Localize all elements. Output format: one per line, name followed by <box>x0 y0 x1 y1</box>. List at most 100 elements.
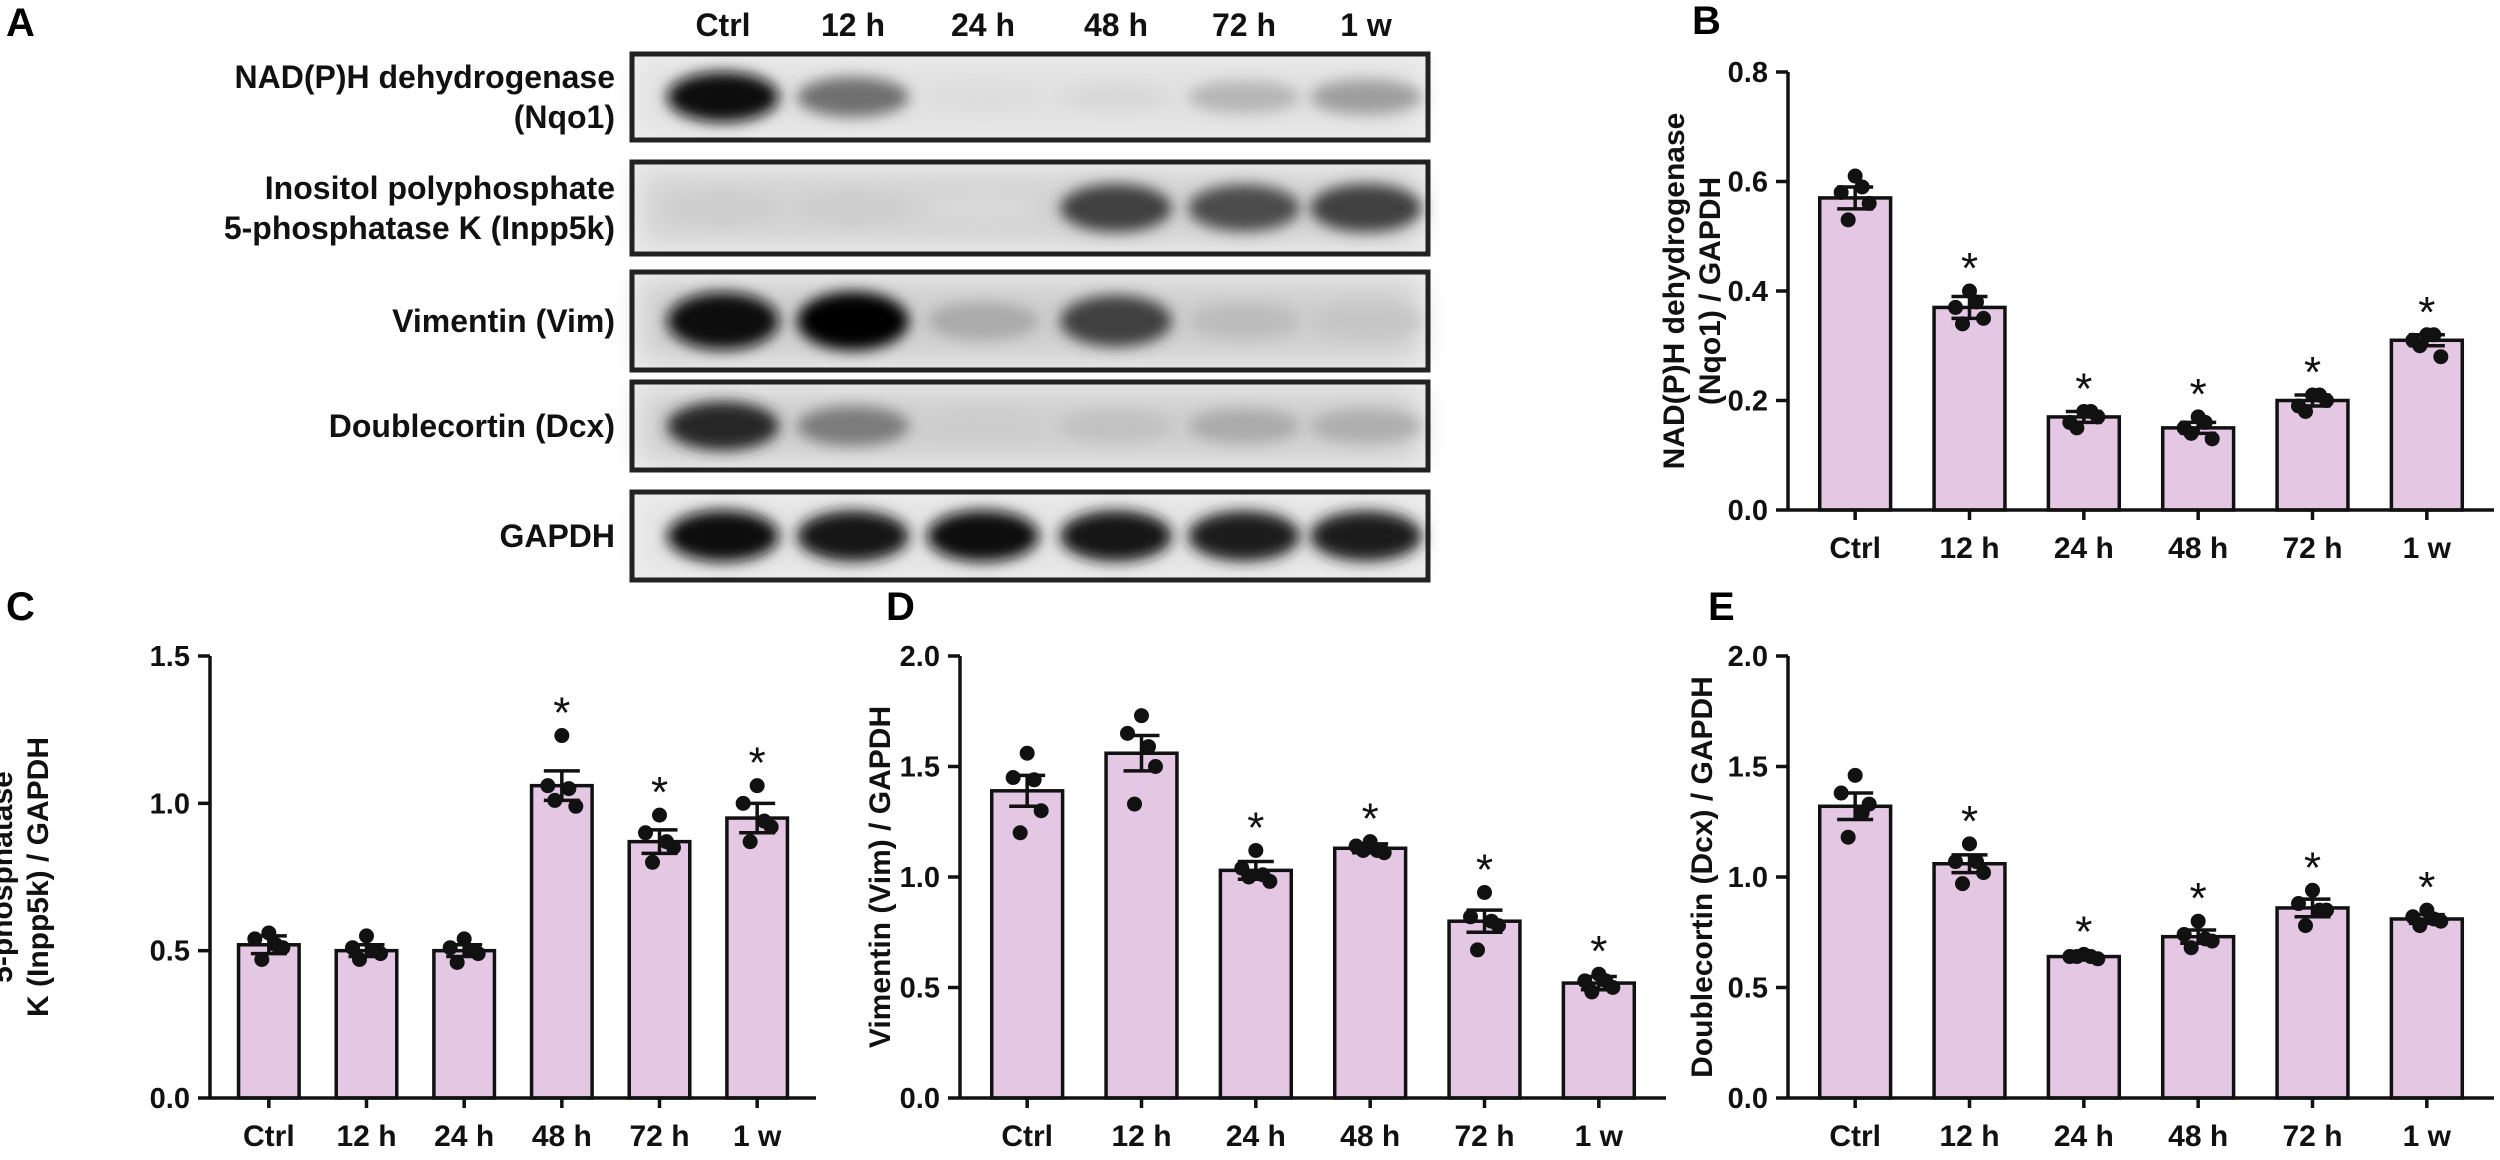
data-point <box>1833 184 1849 200</box>
y-axis-title: Doublecortin (Dcx) / GAPDH <box>1686 676 1719 1078</box>
y-tick-label: 1.0 <box>1728 862 1768 894</box>
data-point <box>268 937 284 953</box>
significance-mark: * <box>2418 288 2435 337</box>
chart-panel-c: C * * * 0.0 0.5 1.0 1.5 Ctrl 12 h 24 h 48 h 72 h 1 w I… <box>0 585 816 1153</box>
y-tick-label: 0.0 <box>900 1083 940 1115</box>
bar <box>1932 861 2007 1100</box>
protein-label: 5-phosphatase K (Inpp5k) <box>224 210 615 246</box>
blot-band <box>797 291 909 351</box>
y-axis-title-line: (Nqo1) / GAPDH <box>1694 177 1727 405</box>
bar <box>1332 846 1408 1100</box>
data-point <box>2197 414 2213 430</box>
data-point <box>2298 918 2313 934</box>
x-category-label: 72 h <box>629 1120 689 1153</box>
data-point <box>1120 725 1135 741</box>
x-category-label: 24 h <box>2054 1120 2114 1153</box>
x-category-label: Ctrl <box>1001 1120 1053 1153</box>
y-axis-title: NAD(P)H dehydrogenase (Nqo1) / GAPDH <box>1658 113 1727 470</box>
data-point <box>1255 867 1271 883</box>
x-category-label: 1 w <box>1575 1120 1624 1153</box>
bar <box>1817 804 1893 1100</box>
chart-panel-d: D * * * * 0.0 0.5 1.0 1.5 2.0 Ctrl 12 h 24 h 48 h 72 h… <box>864 585 1666 1153</box>
blot-band <box>927 192 1039 224</box>
blot-band <box>927 410 1039 442</box>
blot-lane-label: 24 h <box>951 7 1015 43</box>
blot-band <box>1060 183 1172 233</box>
panel-letter: D <box>886 585 915 629</box>
data-point <box>1005 770 1021 786</box>
blot-band <box>797 406 909 446</box>
chart-panel-b: B * * * * * 0.0 0.2 0.4 0.6 0.8 Ctrl 12 h 24 h 48 h 72 … <box>1658 0 2494 565</box>
data-point <box>540 778 556 794</box>
data-point <box>1127 796 1142 812</box>
bar <box>627 839 692 1100</box>
data-point <box>735 795 751 811</box>
data-point <box>1976 310 1991 326</box>
y-tick-label: 1.0 <box>900 862 940 894</box>
bar <box>334 948 399 1100</box>
significance-mark: * <box>553 689 570 738</box>
data-point <box>1833 785 1849 801</box>
blot-lane-label: 1 w <box>1340 7 1392 43</box>
bar <box>529 783 594 1100</box>
blot-row: NAD(P)H dehydrogenase (Nqo1) <box>235 51 1431 143</box>
data-point <box>2083 949 2099 965</box>
x-category-label: 1 w <box>2403 1120 2452 1153</box>
data-point <box>1584 984 1600 1000</box>
data-point <box>247 931 263 947</box>
data-point <box>2412 338 2428 354</box>
bar <box>2046 954 2122 1100</box>
y-tick-label: 0.5 <box>150 936 190 968</box>
data-point <box>1477 884 1492 900</box>
data-point <box>1840 212 1856 228</box>
blot-row: GAPDH <box>499 489 1431 583</box>
data-point <box>1962 836 1977 852</box>
data-point <box>1470 942 1485 958</box>
data-point <box>2312 387 2327 403</box>
blot-lane-labels: Ctrl 12 h 24 h 48 h 72 h 1 w <box>695 7 1391 43</box>
data-point <box>2190 913 2206 929</box>
y-tick-label: 0.0 <box>150 1083 190 1115</box>
data-point <box>2183 425 2199 441</box>
data-point <box>2426 911 2442 927</box>
x-category-label: 48 h <box>1340 1120 1400 1153</box>
blot-band <box>667 71 779 123</box>
bar <box>2389 917 2465 1100</box>
blot-band <box>1310 183 1422 233</box>
data-point <box>463 943 479 959</box>
blot-band <box>667 510 779 562</box>
significance-mark: * <box>749 739 766 788</box>
data-point <box>1134 708 1149 724</box>
y-tick-label: 0.5 <box>1728 973 1768 1005</box>
significance-mark: * <box>2304 348 2321 397</box>
significance-mark: * <box>2304 843 2321 892</box>
x-category-label: 24 h <box>2054 532 2114 565</box>
data-point <box>756 813 772 829</box>
y-tick-label: 2.0 <box>1728 641 1768 673</box>
data-point <box>659 834 674 850</box>
x-category-label: 24 h <box>434 1120 494 1153</box>
bar <box>1561 981 1637 1100</box>
blot-band <box>797 77 909 117</box>
x-category-label: 72 h <box>2282 1120 2342 1153</box>
protein-label: Inositol polyphosphate <box>265 170 615 206</box>
data-point <box>1854 805 1870 821</box>
data-point <box>554 728 570 744</box>
blot-row: Doublecortin (Dcx) <box>329 379 1431 473</box>
data-point <box>1955 876 1970 892</box>
bar <box>2160 426 2236 512</box>
x-category-label: Ctrl <box>243 1120 295 1153</box>
data-point <box>1840 829 1856 845</box>
data-point <box>2197 931 2213 947</box>
data-point <box>1026 772 1042 788</box>
data-point <box>1248 842 1264 858</box>
y-tick-label: 2.0 <box>900 641 940 673</box>
bar <box>1932 305 2007 512</box>
data-point <box>547 792 563 808</box>
data-point <box>1598 973 1614 989</box>
x-category-label: Ctrl <box>1829 1120 1881 1153</box>
x-category-label: 48 h <box>2168 532 2228 565</box>
data-point <box>568 798 584 814</box>
data-point <box>2433 349 2449 365</box>
